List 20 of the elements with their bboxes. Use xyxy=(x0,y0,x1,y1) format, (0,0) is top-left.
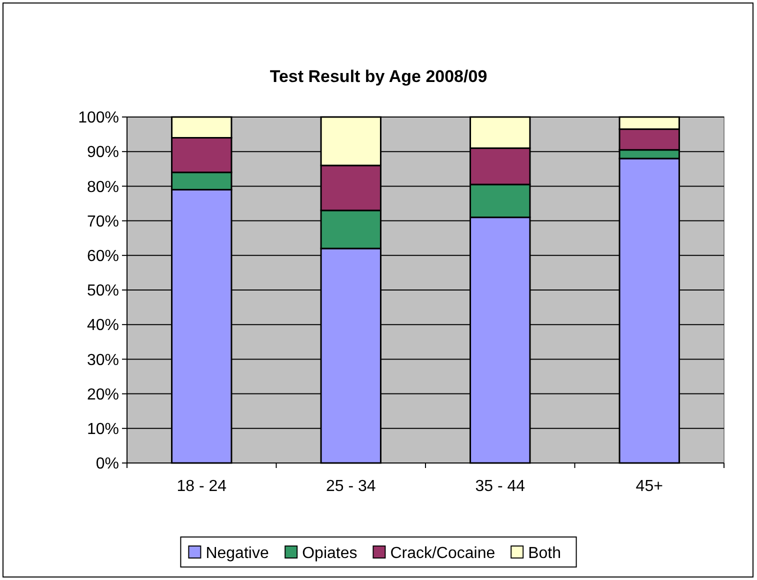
y-tick-label: 50% xyxy=(86,282,119,300)
y-tick-label: 90% xyxy=(86,144,119,162)
y-tick-label: 70% xyxy=(86,213,119,230)
y-tick-label: 80% xyxy=(86,178,119,196)
y-tick-label: 10% xyxy=(86,421,119,438)
chart-title: Test Result by Age 2008/09 xyxy=(270,67,488,86)
y-tick-label: 30% xyxy=(86,352,119,369)
legend-label: Opiates xyxy=(302,545,358,562)
x-tick-label: 25 - 34 xyxy=(326,478,376,495)
y-tick-label: 20% xyxy=(86,386,119,404)
legend-label: Negative xyxy=(206,545,269,562)
legend-label: Crack/Cocaine xyxy=(390,545,496,562)
x-tick-label: 45+ xyxy=(636,478,663,495)
x-tick-label: 35 - 44 xyxy=(475,478,526,495)
y-tick-label: 40% xyxy=(86,317,119,334)
y-tick-label: 60% xyxy=(86,248,119,265)
y-tick-label: 100% xyxy=(78,110,119,127)
y-tick-label: 0% xyxy=(96,456,119,473)
x-tick-label: 18 - 24 xyxy=(176,478,227,495)
legend-label: Both xyxy=(528,545,562,562)
